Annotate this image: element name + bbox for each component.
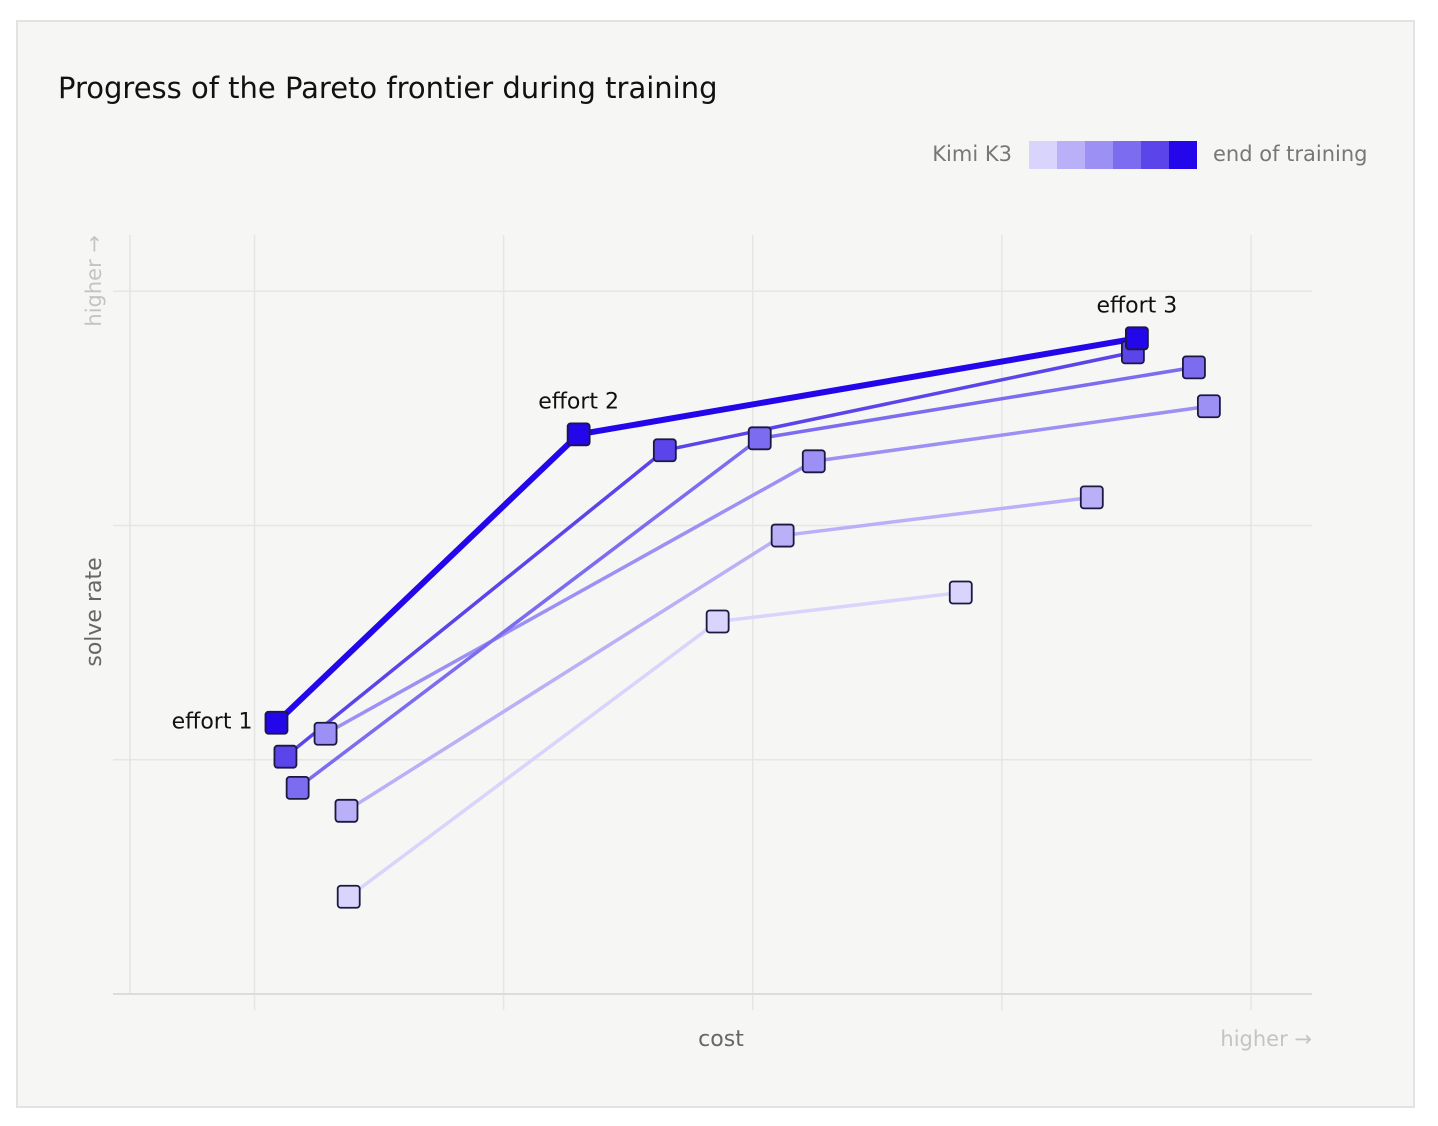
marker [334,798,359,823]
marker [1079,485,1104,510]
marker [273,744,298,769]
marker [1196,394,1221,419]
marker [264,710,289,735]
marker [705,609,730,634]
marker [336,884,361,909]
annotation: effort 2 [538,389,619,414]
legend-swatch [1141,141,1169,169]
marker [948,580,973,605]
legend-end-label: end of training [1213,142,1368,166]
y-direction-label: higher → [82,235,106,327]
marker [652,438,677,463]
marker [770,523,795,548]
marker [313,721,338,746]
annotation: effort 1 [172,710,253,735]
legend-swatch [1057,141,1085,169]
x-axis-label: cost [698,1027,744,1052]
marker [566,422,591,447]
legend-start-label: Kimi K3 [932,142,1012,166]
chart-title: Progress of the Pareto frontier during t… [58,71,718,105]
legend-swatch [1029,141,1057,169]
legend-swatch [1113,141,1141,169]
card [16,20,1415,1108]
annotation: effort 3 [1096,293,1177,318]
marker [1182,355,1206,380]
legend-swatch [1169,141,1197,169]
marker [747,426,772,451]
legend-swatch [1085,141,1113,169]
marker [1124,326,1149,351]
x-direction-label: higher → [1220,1027,1312,1051]
marker [801,449,826,474]
y-axis-label: solve rate [82,557,107,666]
marker [285,775,310,800]
